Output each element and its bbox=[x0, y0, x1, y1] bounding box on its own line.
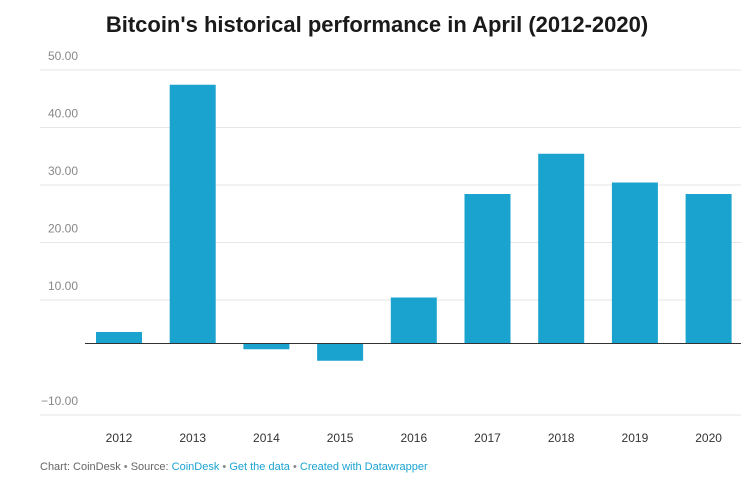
bar-2013 bbox=[169, 84, 216, 344]
y-tick-label: 20.00 bbox=[48, 222, 78, 236]
y-tick-label: 10.00 bbox=[48, 279, 78, 293]
source-prefix: Source: bbox=[130, 461, 169, 473]
chart-footer: Chart: CoinDesk • Source: CoinDesk • Get… bbox=[40, 461, 428, 473]
chart-title: Bitcoin's historical performance in Apri… bbox=[105, 12, 649, 37]
x-tick-label: 2018 bbox=[548, 431, 575, 445]
chart-credit: Chart: CoinDesk bbox=[40, 461, 121, 473]
footer-separator: • bbox=[292, 461, 297, 473]
x-tick-label: 2015 bbox=[327, 431, 354, 445]
bar-2020 bbox=[685, 194, 732, 344]
bar-2016 bbox=[390, 297, 437, 344]
get-the-data-link[interactable]: Get the data bbox=[229, 461, 290, 473]
x-tick-label: 2019 bbox=[622, 431, 649, 445]
bar-2014 bbox=[243, 343, 290, 350]
bar-2015 bbox=[317, 343, 364, 361]
source-link[interactable]: CoinDesk bbox=[171, 461, 220, 473]
x-axis-ticks: 2012 2013 2014 2015 2016 2017 2018 2019 2020 bbox=[106, 431, 723, 445]
y-tick-label: 40.00 bbox=[48, 107, 78, 121]
x-tick-label: 2016 bbox=[400, 431, 427, 445]
footer-separator: • bbox=[222, 461, 227, 473]
y-tick-label: −10.00 bbox=[41, 394, 78, 408]
x-tick-label: 2012 bbox=[106, 431, 133, 445]
x-tick-label: 2013 bbox=[179, 431, 206, 445]
bar-2017 bbox=[464, 194, 511, 344]
bar-2018 bbox=[538, 153, 585, 344]
bar-2012 bbox=[96, 332, 142, 344]
bars bbox=[96, 84, 732, 361]
footer-separator: • bbox=[123, 461, 128, 473]
datawrapper-link[interactable]: Created with Datawrapper bbox=[299, 461, 428, 473]
y-axis-ticks: −10.00 10.00 20.00 30.00 40.00 50.00 bbox=[41, 49, 78, 408]
bar-2019 bbox=[611, 182, 658, 344]
x-tick-label: 2020 bbox=[695, 431, 722, 445]
gridlines bbox=[40, 69, 741, 416]
y-tick-label: 50.00 bbox=[48, 49, 78, 63]
x-tick-label: 2017 bbox=[474, 431, 501, 445]
y-tick-label: 30.00 bbox=[48, 164, 78, 178]
x-tick-label: 2014 bbox=[253, 431, 280, 445]
